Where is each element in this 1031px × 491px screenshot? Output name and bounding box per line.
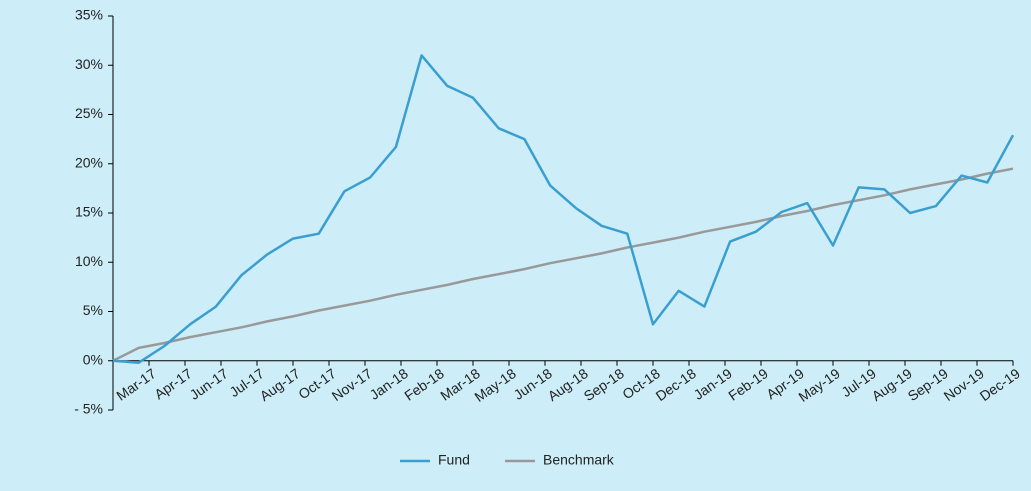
x-tick-label: Jun-17 xyxy=(187,365,231,403)
y-tick-label: - 5% xyxy=(74,401,103,417)
y-tick-label: 10% xyxy=(75,253,103,269)
y-tick-label: 5% xyxy=(83,302,103,318)
legend-label: Benchmark xyxy=(543,452,615,468)
x-tick-label: Dec-18 xyxy=(653,365,699,404)
y-tick-label: 15% xyxy=(75,204,103,220)
x-tick-label: Feb-19 xyxy=(725,365,771,404)
x-tick-label: Feb-18 xyxy=(401,365,447,404)
x-tick-label: Nov-19 xyxy=(941,365,987,404)
x-tick-label: Sep-19 xyxy=(905,365,951,404)
x-tick-label: Jan-18 xyxy=(367,365,411,403)
x-tick-label: Dec-19 xyxy=(977,365,1023,404)
x-tick-label: Apr-17 xyxy=(151,365,195,402)
x-tick-label: May-18 xyxy=(471,365,519,405)
y-tick-label: 20% xyxy=(75,154,103,170)
x-tick-label: Mar-17 xyxy=(113,365,159,404)
x-tick-label: May-19 xyxy=(795,365,843,405)
y-tick-label: 25% xyxy=(75,105,103,121)
x-tick-label: Aug-18 xyxy=(545,365,591,404)
legend-label: Fund xyxy=(438,452,470,468)
x-tick-label: Aug-19 xyxy=(869,365,915,404)
series-line xyxy=(112,54,1015,364)
x-tick-label: Sep-18 xyxy=(581,365,627,404)
x-tick-label: Jan-19 xyxy=(691,365,735,403)
y-tick-label: 35% xyxy=(75,7,103,23)
x-tick-label: Nov-17 xyxy=(329,365,375,404)
series-line xyxy=(112,167,1014,362)
y-tick-label: 0% xyxy=(83,351,103,367)
y-tick-label: 30% xyxy=(75,56,103,72)
x-tick-label: Aug-17 xyxy=(257,365,303,404)
